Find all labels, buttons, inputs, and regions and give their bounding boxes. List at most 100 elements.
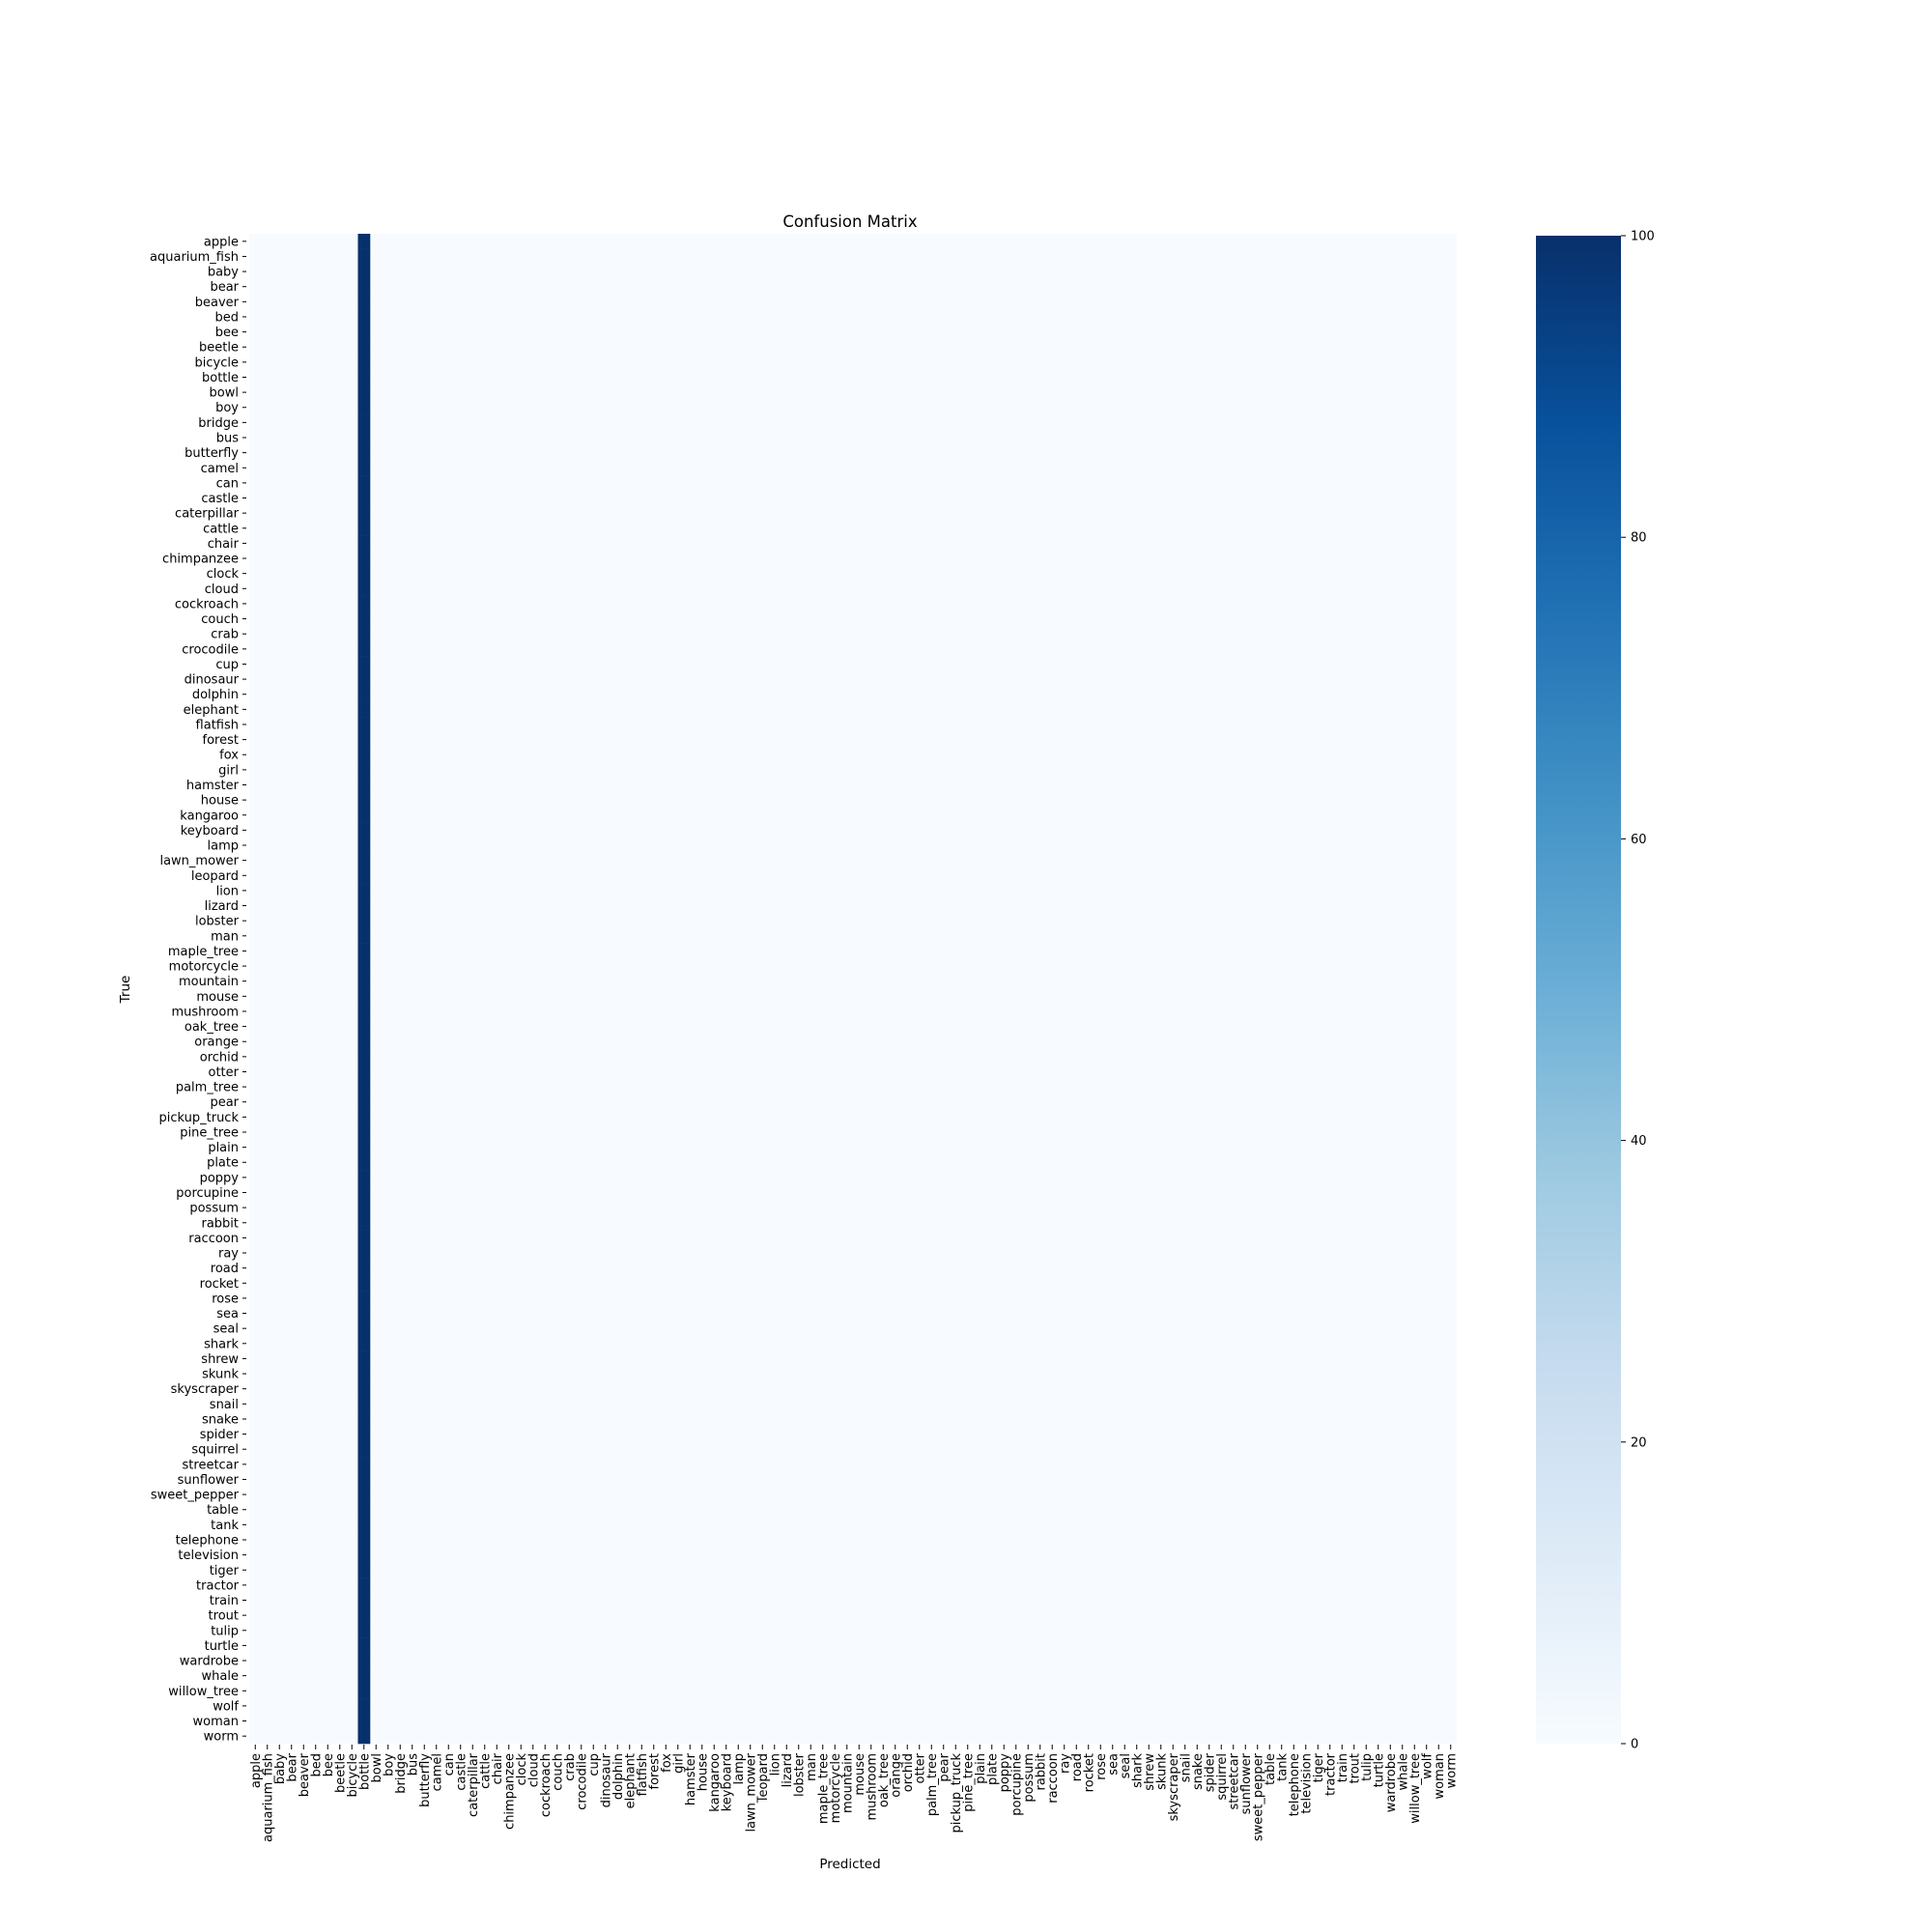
heatmap-cell-mushroom-bottle <box>357 1004 371 1020</box>
x-tick-label: kangaroo <box>708 1753 723 1812</box>
x-tick-label: bottle <box>357 1753 372 1790</box>
x-tick-label: bed <box>309 1753 324 1777</box>
x-tick-label: television <box>1299 1753 1314 1814</box>
heatmap-cell-keyboard-bottle <box>357 822 371 838</box>
heatmap-cell-sweet_pepper-bottle <box>357 1487 371 1503</box>
heatmap-cell-wolf-bottle <box>357 1698 371 1715</box>
y-tick-label: train <box>210 1594 239 1608</box>
y-tick-label: sweet_pepper <box>151 1489 240 1503</box>
y-tick-label: tiger <box>210 1564 240 1578</box>
heatmap-cell-apple-bottle <box>357 234 371 249</box>
heatmap-cell-seal-bottle <box>357 1321 371 1337</box>
y-tick-label: otter <box>209 1065 240 1080</box>
heatmap-cell-beaver-bottle <box>357 294 371 310</box>
x-tick-label: mouse <box>853 1753 867 1796</box>
y-tick-label: seal <box>213 1322 239 1337</box>
y-tick-label: plain <box>208 1141 239 1155</box>
heatmap-cell-girl-bottle <box>357 762 371 778</box>
heatmap-cell-can-bottle <box>357 475 371 492</box>
x-tick-label: butterfly <box>418 1753 433 1807</box>
y-tick-label: table <box>207 1503 239 1518</box>
x-tick-label: otter <box>913 1752 927 1783</box>
heatmap-cell-otter-bottle <box>357 1064 371 1080</box>
x-tick-label: rocket <box>1082 1753 1096 1792</box>
x-tick-label: palm_tree <box>925 1753 940 1816</box>
y-tick-label: cup <box>215 658 239 672</box>
heatmap-cell-maple_tree-bottle <box>357 943 371 959</box>
y-tick-label: couch <box>201 612 239 627</box>
x-tick-label: mushroom <box>865 1753 879 1821</box>
y-tick-label: lizard <box>205 899 239 914</box>
x-tick-label: pine_tree <box>961 1753 976 1812</box>
heatmap-cell-bee-bottle <box>357 324 371 340</box>
heatmap-cell-lobster-bottle <box>357 913 371 929</box>
y-tick-label: porcupine <box>176 1186 239 1201</box>
heatmap-cell-telephone-bottle <box>357 1532 371 1548</box>
x-tick-label: crab <box>563 1753 578 1781</box>
y-tick-label: beaver <box>195 296 240 310</box>
y-tick-label: bus <box>216 432 239 446</box>
heatmap-cell-bed-bottle <box>357 309 371 326</box>
y-tick-label: sea <box>216 1307 239 1321</box>
heatmap-cell-plain-bottle <box>357 1139 371 1155</box>
y-tick-label: lawn_mower <box>159 854 239 868</box>
x-tick-label: raccoon <box>1046 1753 1061 1804</box>
y-tick-label: pear <box>210 1095 239 1110</box>
heatmap-cell-snake-bottle <box>357 1411 371 1428</box>
x-tick-label: rabbit <box>1034 1753 1048 1791</box>
x-tick-label: mountain <box>840 1753 855 1813</box>
heatmap-cell-squirrel-bottle <box>357 1441 371 1458</box>
y-tick-label: keyboard <box>181 824 239 838</box>
colorbar-gradient <box>1536 236 1621 1744</box>
y-tick-label: dinosaur <box>185 673 240 688</box>
heatmap-cell-trout-bottle <box>357 1607 371 1624</box>
heatmap-cell-porcupine-bottle <box>357 1184 371 1201</box>
heatmap-cell-fox-bottle <box>357 747 371 763</box>
heatmap-cell-skyscraper-bottle <box>357 1380 371 1397</box>
x-tick-label: turtle <box>1372 1753 1386 1787</box>
heatmap-cell-lizard-bottle <box>357 897 371 914</box>
x-tick-label: bicycle <box>346 1753 360 1797</box>
y-tick-label: bicycle <box>195 355 239 370</box>
x-tick-label: lawn_mower <box>744 1752 758 1832</box>
heatmap-cell-hamster-bottle <box>357 777 371 793</box>
x-tick-label: elephant <box>623 1753 638 1808</box>
colorbar: 0 20 40 60 80 100 <box>1536 230 1655 1752</box>
y-tick-label: turtle <box>205 1639 239 1654</box>
x-tick-label: apple <box>249 1753 264 1788</box>
y-tick-label: palm_tree <box>176 1081 239 1095</box>
x-tick-label: road <box>1070 1753 1085 1781</box>
colorbar-tick-label: 100 <box>1631 230 1655 244</box>
x-tick-label: chimpanzee <box>502 1753 517 1830</box>
colorbar-tick-label: 80 <box>1631 531 1647 546</box>
x-tick-label: castle <box>454 1753 469 1791</box>
x-tick-label: camel <box>430 1753 444 1791</box>
heatmap-cell-orchid-bottle <box>357 1049 371 1065</box>
y-tick-label: mountain <box>179 975 239 989</box>
x-tick-label: squirrel <box>1215 1753 1230 1801</box>
heatmap-cell-rabbit-bottle <box>357 1214 371 1231</box>
y-tick-label: kangaroo <box>180 809 239 823</box>
heatmap-cell-bottle-bottle <box>357 369 371 385</box>
y-tick-label: rocket <box>200 1277 239 1292</box>
y-tick-label: man <box>211 929 239 944</box>
heatmap-cell-clock-bottle <box>357 565 371 582</box>
x-tick-label: tractor <box>1323 1752 1338 1796</box>
y-tick-label: camel <box>201 462 239 476</box>
x-tick-label: girl <box>671 1753 686 1774</box>
x-tick-label: hamster <box>684 1752 698 1805</box>
colorbar-tick-label: 20 <box>1631 1435 1647 1450</box>
heatmap-cell-raccoon-bottle <box>357 1230 371 1246</box>
heatmap-cell-crocodile-bottle <box>357 641 371 657</box>
x-tick-label: bowl <box>370 1753 384 1782</box>
y-tick-label: willow_tree <box>168 1685 239 1699</box>
y-tick-label: flatfish <box>196 718 239 732</box>
x-tick-label: beaver <box>298 1752 312 1797</box>
y-tick-label: shrew <box>201 1352 239 1367</box>
y-tick-label: butterfly <box>185 446 239 461</box>
x-tick-label: plain <box>974 1753 988 1784</box>
y-tick-label: girl <box>218 763 239 778</box>
x-tick-label: possum <box>1022 1753 1037 1803</box>
x-tick-label: house <box>696 1753 710 1791</box>
y-tick-label: bridge <box>198 416 239 431</box>
